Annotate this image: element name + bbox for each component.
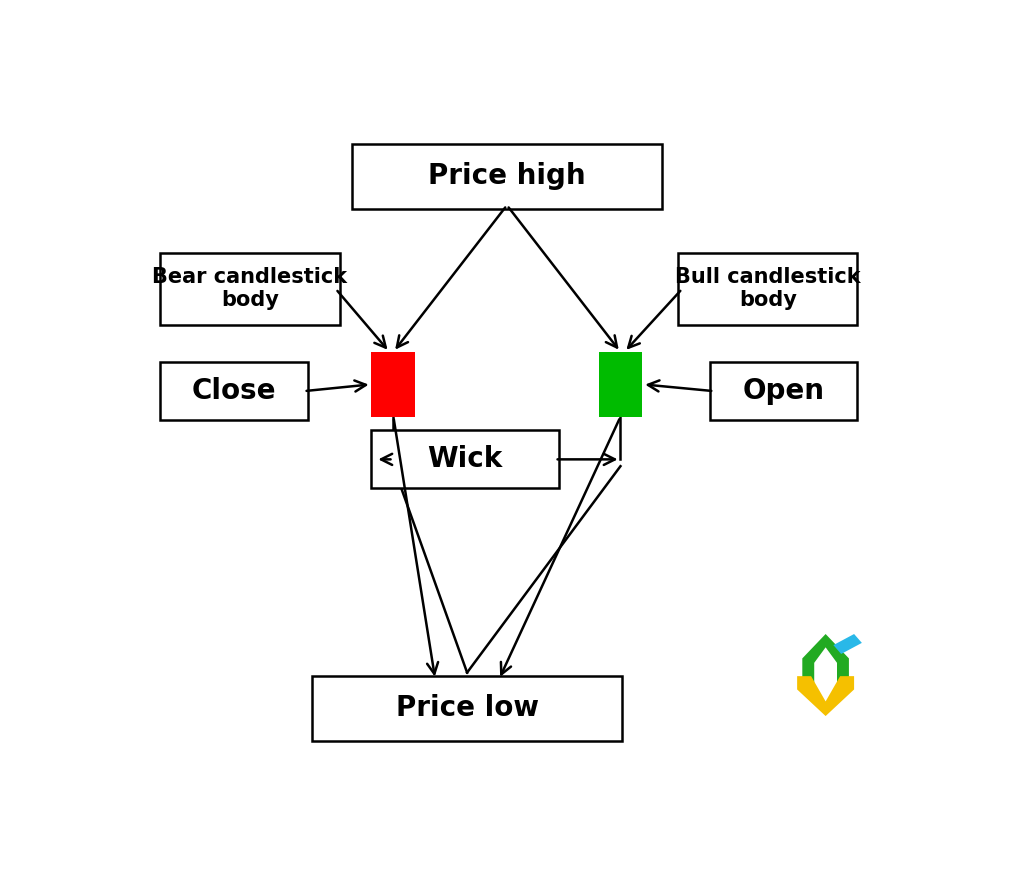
Polygon shape — [797, 676, 854, 716]
Text: Price high: Price high — [428, 162, 586, 190]
Text: Wick: Wick — [428, 446, 503, 473]
Text: Open: Open — [743, 377, 824, 405]
FancyBboxPatch shape — [160, 362, 307, 420]
FancyBboxPatch shape — [371, 431, 559, 488]
Polygon shape — [802, 634, 849, 685]
Text: Price low: Price low — [396, 695, 539, 722]
FancyBboxPatch shape — [311, 676, 622, 741]
Polygon shape — [834, 634, 861, 654]
Text: Bear candlestick
body: Bear candlestick body — [152, 268, 347, 310]
FancyBboxPatch shape — [160, 253, 339, 324]
Bar — [598, 352, 642, 416]
FancyBboxPatch shape — [710, 362, 857, 420]
FancyBboxPatch shape — [352, 144, 662, 209]
Text: Bull candlestick
body: Bull candlestick body — [675, 268, 860, 310]
Text: Close: Close — [192, 377, 277, 405]
Bar — [371, 352, 415, 416]
FancyBboxPatch shape — [678, 253, 857, 324]
